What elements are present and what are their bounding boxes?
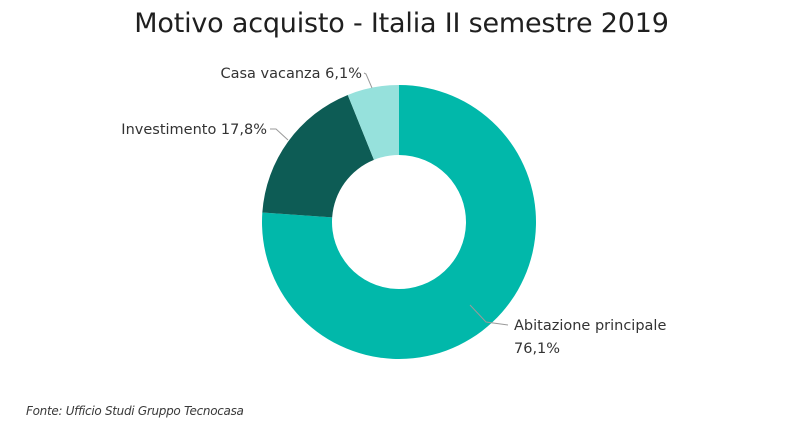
data-label: Abitazione principale [514,318,666,334]
leader-line [363,72,373,89]
source-note: Fonte: Ufficio Studi Gruppo Tecnocasa [26,404,244,418]
donut-slice-abitazione-principale [262,85,536,360]
donut-slice-investimento [262,94,374,218]
leader-line [469,304,509,326]
data-label: Investimento 17,8% [121,122,267,138]
donut-slice-casa-vacanza [347,85,399,160]
leader-line [270,128,289,141]
data-label: Casa vacanza 6,1% [220,66,362,82]
data-label: 76,1% [514,341,560,357]
chart-title: Motivo acquisto - Italia II semestre 201… [134,8,669,39]
